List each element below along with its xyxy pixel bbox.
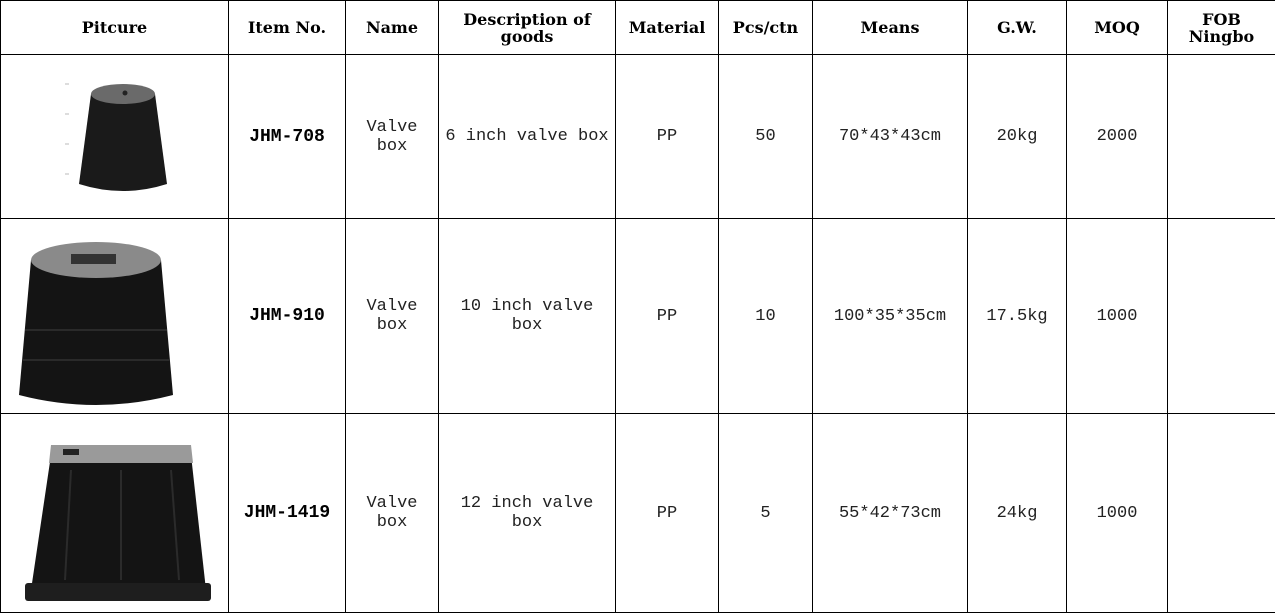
header-cell: Means xyxy=(813,1,968,55)
picture-cell xyxy=(1,55,229,219)
item-no: JHM-708 xyxy=(229,55,346,219)
picture-cell xyxy=(1,414,229,613)
picture-cell xyxy=(1,219,229,414)
description: 6 inch valve box xyxy=(439,55,616,219)
moq: 2000 xyxy=(1067,55,1168,219)
gross-weight: 20kg xyxy=(968,55,1067,219)
description: 10 inch valve box xyxy=(439,219,616,414)
header-cell: Pitcure xyxy=(1,1,229,55)
header-cell: G.W. xyxy=(968,1,1067,55)
product-image xyxy=(1,415,227,612)
means: 55*42*73cm xyxy=(813,414,968,613)
pcs-ctn: 10 xyxy=(719,219,813,414)
means: 100*35*35cm xyxy=(813,219,968,414)
product-image xyxy=(1,56,227,218)
pcs-ctn: 5 xyxy=(719,414,813,613)
header-cell: Pcs/ctn xyxy=(719,1,813,55)
name: Valve box xyxy=(346,55,439,219)
row: JHM-910 Valve box 10 inch valve box PP 1… xyxy=(1,219,1275,414)
header-cell: FOB Ningbo xyxy=(1168,1,1275,55)
material: PP xyxy=(616,414,719,613)
moq: 1000 xyxy=(1067,414,1168,613)
row: JHM-708 Valve box 6 inch valve box PP 50… xyxy=(1,55,1275,219)
material: PP xyxy=(616,55,719,219)
header-cell: Material xyxy=(616,1,719,55)
fob-ningbo xyxy=(1168,55,1275,219)
header-row: Pitcure Item No. Name Description of goo… xyxy=(1,1,1275,55)
pcs-ctn: 50 xyxy=(719,55,813,219)
material: PP xyxy=(616,219,719,414)
moq: 1000 xyxy=(1067,219,1168,414)
item-no: JHM-1419 xyxy=(229,414,346,613)
header-cell: Name xyxy=(346,1,439,55)
gross-weight: 24kg xyxy=(968,414,1067,613)
item-no: JHM-910 xyxy=(229,219,346,414)
header-cell: MOQ xyxy=(1067,1,1168,55)
row: JHM-1419 Valve box 12 inch valve box PP … xyxy=(1,414,1275,613)
fob-ningbo xyxy=(1168,219,1275,414)
name: Valve box xyxy=(346,219,439,414)
gross-weight: 17.5kg xyxy=(968,219,1067,414)
name: Valve box xyxy=(346,414,439,613)
header-cell: Item No. xyxy=(229,1,346,55)
product-image xyxy=(1,220,227,413)
description: 12 inch valve box xyxy=(439,414,616,613)
fob-ningbo xyxy=(1168,414,1275,613)
means: 70*43*43cm xyxy=(813,55,968,219)
header-cell: Description of goods xyxy=(439,1,616,55)
